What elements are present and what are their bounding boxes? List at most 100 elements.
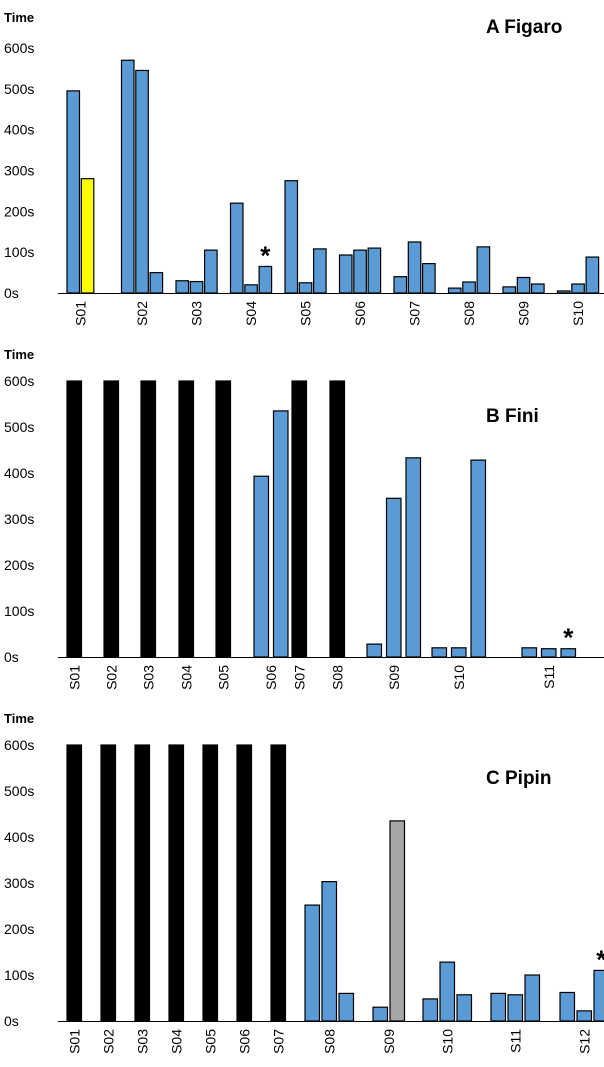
bar [407, 241, 422, 294]
bar [431, 647, 448, 658]
y-tick-label: 600s [4, 40, 34, 56]
x-tick-label: S03 [140, 665, 156, 690]
x-tick-label: S04 [168, 1029, 184, 1054]
bar [593, 969, 604, 1022]
bar [298, 282, 313, 294]
x-tick-label: S02 [134, 301, 150, 326]
bar [272, 410, 289, 658]
bar [439, 961, 456, 1022]
bar [476, 246, 491, 294]
bar [134, 744, 151, 1022]
bar [576, 1010, 593, 1022]
bar [149, 271, 164, 294]
x-tick-label: S09 [386, 665, 402, 690]
bar [66, 744, 83, 1022]
bar [135, 69, 149, 294]
panel-title: A Figaro [486, 17, 562, 38]
panel-title: C Pipin [486, 768, 551, 789]
x-tick-label: S02 [100, 1029, 116, 1054]
bar [168, 744, 185, 1022]
bar [100, 744, 117, 1022]
bar [530, 283, 545, 294]
bar [462, 281, 476, 294]
bar [189, 280, 204, 294]
bar [66, 90, 81, 294]
bar [524, 974, 541, 1022]
y-axis-label: Time [4, 711, 34, 726]
bar [120, 59, 135, 294]
bar [338, 992, 355, 1022]
y-tick-label: 200s [4, 557, 34, 573]
x-tick-label: S11 [541, 665, 557, 689]
bar [204, 249, 218, 294]
bar [304, 904, 321, 1022]
bar [353, 249, 367, 294]
bar [284, 180, 299, 294]
bar-annotation: * [563, 623, 574, 653]
bar [175, 280, 190, 294]
x-tick-label: S09 [516, 301, 532, 326]
x-tick-label: S02 [103, 665, 119, 690]
bar [244, 284, 258, 294]
bar [393, 276, 408, 294]
x-tick-label: S01 [72, 301, 88, 326]
y-tick-label: 400s [4, 465, 34, 481]
bar [367, 247, 382, 294]
y-tick-label: 100s [4, 967, 34, 983]
bar [502, 286, 517, 294]
panel-b: Time 0s 100s 200s 300s 400s 500s 600s B Fini S01 S… [4, 347, 604, 690]
x-tick-label: S04 [243, 301, 259, 326]
x-tick-label: S07 [270, 1029, 286, 1054]
bar [540, 648, 557, 658]
x-tick-label: S12 [576, 1029, 592, 1054]
panel-c: Time 0s 100s 200s 300s 400s 500s 600s C Pipin S01… [4, 711, 604, 1054]
y-tick-label: 100s [4, 244, 34, 260]
bar [253, 475, 270, 658]
y-tick-label: 500s [4, 81, 34, 97]
bar [338, 254, 353, 294]
bar [389, 820, 406, 1022]
x-tick-label: S05 [215, 665, 231, 690]
bar [585, 256, 600, 294]
y-tick-label: 500s [4, 419, 34, 435]
bar [321, 881, 338, 1022]
x-tick-label: S03 [189, 301, 205, 326]
bar [556, 290, 571, 294]
y-tick-label: 0s [4, 1013, 19, 1029]
x-tick-label: S05 [202, 1029, 218, 1054]
bar [258, 265, 273, 294]
x-tick-label: S06 [352, 301, 368, 326]
x-tick-label: S05 [298, 301, 314, 326]
x-tick-label: S11 [507, 1029, 523, 1053]
x-tick-label: S09 [381, 1029, 397, 1054]
bar [521, 647, 538, 658]
x-tick-label: S08 [321, 1029, 337, 1054]
x-tick-label: S08 [461, 301, 477, 326]
x-tick-label: S01 [66, 665, 82, 690]
y-tick-label: 300s [4, 511, 34, 527]
y-tick-label: 300s [4, 163, 34, 179]
y-tick-label: 100s [4, 603, 34, 619]
x-tick-label: S01 [66, 1029, 82, 1054]
panel-title: B Fini [486, 406, 539, 427]
bar [422, 263, 436, 294]
x-tick-label: S06 [263, 665, 279, 690]
y-tick-label: 0s [4, 285, 19, 301]
x-tick-label: S10 [451, 665, 467, 690]
bar [329, 380, 346, 658]
bar [507, 994, 524, 1022]
y-tick-label: 200s [4, 921, 34, 937]
bar [66, 380, 83, 658]
bar [291, 380, 308, 658]
bar [559, 991, 576, 1022]
bar [270, 744, 287, 1022]
panel-a: Time 0s 100s 200s 300s 400s 500s 600s A Figaro S0… [4, 10, 604, 326]
bar [103, 380, 120, 658]
bar [202, 744, 219, 1022]
y-axis-label: Time [4, 10, 34, 25]
bar [80, 178, 95, 294]
bar [450, 647, 467, 658]
y-tick-label: 500s [4, 783, 34, 799]
x-tick-label: S06 [236, 1029, 252, 1054]
